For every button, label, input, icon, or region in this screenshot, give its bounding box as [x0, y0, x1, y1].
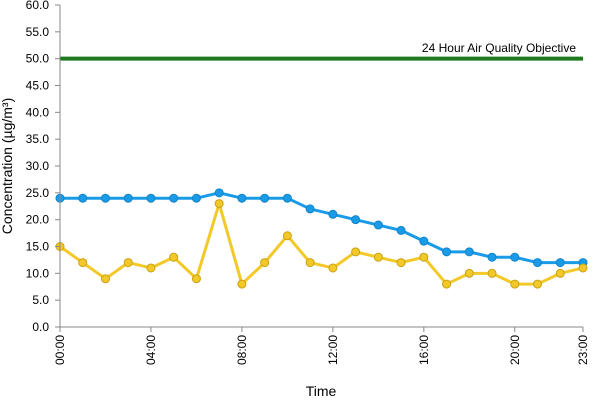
y-tick-label: 60.0	[26, 0, 50, 12]
data-point	[396, 258, 406, 268]
y-tick-label: 15.0	[26, 240, 50, 254]
data-point	[396, 225, 406, 235]
data-point	[146, 193, 156, 203]
data-point	[260, 258, 270, 268]
series-line	[59, 202, 584, 286]
data-point	[578, 263, 588, 273]
data-point	[282, 193, 292, 203]
data-point	[100, 193, 110, 203]
series-2	[55, 199, 588, 289]
data-point	[510, 252, 520, 262]
data-point	[510, 279, 520, 289]
y-tick-label: 25.0	[26, 186, 50, 200]
y-tick-label: 35.0	[26, 132, 50, 146]
data-point	[169, 252, 179, 262]
data-point	[100, 274, 110, 284]
data-point	[214, 188, 224, 198]
y-tick-label: 50.0	[26, 52, 50, 66]
y-tick-label: 55.0	[26, 25, 50, 39]
y-tick-label: 40.0	[26, 105, 50, 119]
y-tick-label: 30.0	[26, 159, 50, 173]
data-point	[191, 274, 201, 284]
series-1	[55, 188, 588, 268]
data-point	[260, 193, 270, 203]
x-tick-label: 04:00	[144, 335, 158, 365]
series-line	[60, 191, 583, 265]
data-point	[237, 279, 247, 289]
data-point	[123, 193, 133, 203]
data-point	[555, 258, 565, 268]
data-point	[373, 252, 383, 262]
data-point	[78, 193, 88, 203]
data-point	[123, 258, 133, 268]
data-point	[487, 268, 497, 278]
data-point	[373, 220, 383, 230]
data-point	[78, 258, 88, 268]
data-point	[305, 204, 315, 214]
data-point	[237, 193, 247, 203]
x-tick-label: 23:00	[576, 335, 590, 365]
data-point	[487, 252, 497, 262]
data-point	[191, 193, 201, 203]
data-point	[328, 209, 338, 219]
data-point	[214, 199, 224, 209]
data-point	[464, 268, 474, 278]
data-point	[533, 279, 543, 289]
x-axis-title: Time	[306, 383, 337, 399]
data-point	[464, 247, 474, 257]
data-point	[282, 231, 292, 241]
y-tick-label: 45.0	[26, 79, 50, 93]
data-point	[169, 193, 179, 203]
x-tick-label: 12:00	[326, 335, 340, 365]
data-point	[351, 247, 361, 257]
x-tick-label: 08:00	[235, 335, 249, 365]
data-point	[555, 268, 565, 278]
y-axis-title: Concentration (µg/m³)	[0, 98, 15, 234]
x-tick-label: 00:00	[53, 335, 67, 365]
data-point	[305, 258, 315, 268]
data-point	[146, 263, 156, 273]
y-tick-label: 20.0	[26, 213, 50, 227]
y-tick-label: 10.0	[26, 266, 50, 280]
data-point	[442, 247, 452, 257]
y-tick-label: 0.0	[32, 320, 49, 334]
data-point	[419, 252, 429, 262]
reference-line-label: 24 Hour Air Quality Objective	[422, 41, 576, 55]
y-tick-label: 5.0	[32, 293, 49, 307]
x-tick-label: 16:00	[417, 335, 431, 365]
data-point	[419, 236, 429, 246]
data-point	[533, 258, 543, 268]
data-point	[442, 279, 452, 289]
data-point	[351, 215, 361, 225]
x-tick-label: 20:00	[508, 335, 522, 365]
data-point	[328, 263, 338, 273]
